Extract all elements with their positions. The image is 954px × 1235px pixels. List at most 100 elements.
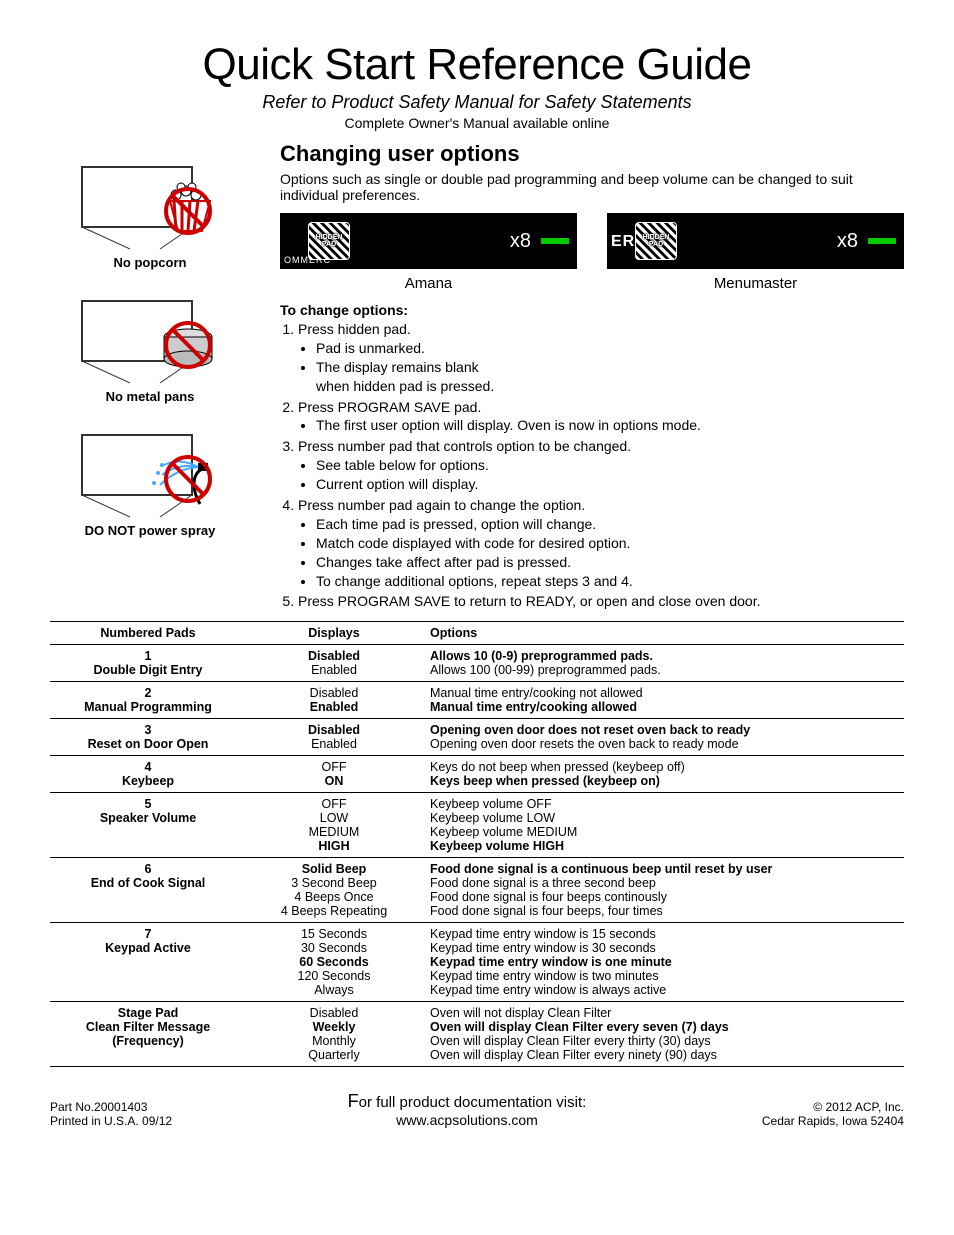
cell-displays: DisabledWeeklyMonthlyQuarterly: [246, 1002, 422, 1067]
footer-center: For full product documentation visit: ww…: [348, 1091, 587, 1128]
pad-number: 7: [145, 927, 152, 941]
pad-number: 3: [145, 723, 152, 737]
cell-options: Keybeep volume OFFKeybeep volume LOWKeyb…: [422, 793, 904, 858]
cell-options: Allows 10 (0-9) preprogrammed pads.Allow…: [422, 645, 904, 682]
pad-name: Keypad Active: [58, 941, 238, 955]
cell-pad: 7Keypad Active: [50, 923, 246, 1002]
cell-pad: 4Keybeep: [50, 756, 246, 793]
pad-number: Stage Pad: [118, 1006, 178, 1020]
step-item: Press number pad again to change the opt…: [298, 496, 904, 590]
table-row: Stage PadClean Filter Message (Frequency…: [50, 1002, 904, 1067]
display-value: 120 Seconds: [254, 969, 414, 983]
option-value: Keybeep volume LOW: [430, 811, 896, 825]
step-subitem: Match code displayed with code for desir…: [316, 534, 904, 553]
page-title: Quick Start Reference Guide: [50, 40, 904, 90]
panel-amana: OMMERC HIDDEN PAD x8: [280, 213, 577, 269]
website-url: www.acpsolutions.com: [348, 1112, 587, 1128]
warning-icon: [80, 429, 220, 519]
main-content: Changing user options Options such as si…: [280, 141, 904, 617]
panel-labels: Amana Menumaster: [280, 275, 904, 292]
print-info: Printed in U.S.A. 09/12: [50, 1114, 172, 1128]
step-subitem: The display remains blank: [316, 358, 904, 377]
table-row: 3Reset on Door OpenDisabledEnabledOpenin…: [50, 719, 904, 756]
option-value: Oven will display Clean Filter every thi…: [430, 1034, 896, 1048]
cell-options: Keypad time entry window is 15 secondsKe…: [422, 923, 904, 1002]
display-value: 15 Seconds: [254, 927, 414, 941]
option-value: Keypad time entry window is two minutes: [430, 969, 896, 983]
steps-heading: To change options:: [280, 302, 904, 318]
display-value: Always: [254, 983, 414, 997]
warning-column: No popcornNo metal pansDO NOT power spra…: [50, 141, 250, 563]
led-icon: [541, 238, 569, 244]
footer: Part No.20001403 Printed in U.S.A. 09/12…: [50, 1091, 904, 1128]
display-value: 3 Second Beep: [254, 876, 414, 890]
table-row: 4KeybeepOFFON Keys do not beep when press…: [50, 756, 904, 793]
step-text: Press number pad that controls option to…: [298, 438, 631, 454]
pad-name: Manual Programming: [58, 700, 238, 714]
cell-options: Opening oven door does not reset oven ba…: [422, 719, 904, 756]
cell-pad: 2Manual Programming: [50, 682, 246, 719]
display-value: 4 Beeps Repeating: [254, 904, 414, 918]
option-value: Keybeep volume MEDIUM: [430, 825, 896, 839]
footer-right: © 2012 ACP, Inc. Cedar Rapids, Iowa 5240…: [762, 1100, 904, 1128]
warning-label: No metal pans: [50, 389, 250, 404]
display-value: Disabled: [254, 649, 414, 663]
cell-displays: DisabledEnabled: [246, 719, 422, 756]
pad-number: 4: [145, 760, 152, 774]
option-value: Keypad time entry window is 30 seconds: [430, 941, 896, 955]
section-intro: Options such as single or double pad pro…: [280, 171, 904, 203]
cell-displays: 15 Seconds30 Seconds60 Seconds120 Second…: [246, 923, 422, 1002]
display-value: Enabled: [254, 737, 414, 751]
option-value: Keypad time entry window is one minute: [430, 955, 896, 969]
warning-block: No metal pans: [50, 295, 250, 404]
steps-list: Press hidden pad.Pad is unmarked.The dis…: [298, 320, 904, 611]
col-header-displays: Displays: [246, 622, 422, 645]
step-text: Press number pad again to change the opt…: [298, 497, 585, 513]
display-value: 30 Seconds: [254, 941, 414, 955]
option-value: Keys do not beep when pressed (keybeep o…: [430, 760, 896, 774]
option-value: Food done signal is a three second beep: [430, 876, 896, 890]
cell-displays: OFFON: [246, 756, 422, 793]
display-value: Monthly: [254, 1034, 414, 1048]
pad-name: End of Cook Signal: [58, 876, 238, 890]
option-value: Manual time entry/cooking not allowed: [430, 686, 896, 700]
panel-label-amana: Amana: [280, 275, 577, 292]
cell-pad: 1Double Digit Entry: [50, 645, 246, 682]
step-subitem: The first user option will display. Oven…: [316, 416, 904, 435]
cell-options: Food done signal is a continuous beep un…: [422, 858, 904, 923]
step-subitem: To change additional options, repeat ste…: [316, 572, 904, 591]
display-value: Quarterly: [254, 1048, 414, 1062]
step-subitem: Each time pad is pressed, option will ch…: [316, 515, 904, 534]
display-value: Disabled: [254, 1006, 414, 1020]
cell-pad: 3Reset on Door Open: [50, 719, 246, 756]
pad-name: Speaker Volume: [58, 811, 238, 825]
pad-number: 1: [145, 649, 152, 663]
copyright: © 2012 ACP, Inc.: [762, 1100, 904, 1114]
part-number: Part No.20001403: [50, 1100, 172, 1114]
hidden-pad-icon: HIDDEN PAD: [635, 222, 677, 260]
pad-number: 5: [145, 797, 152, 811]
option-value: Keypad time entry window is 15 seconds: [430, 927, 896, 941]
address: Cedar Rapids, Iowa 52404: [762, 1114, 904, 1128]
step-text: Press PROGRAM SAVE pad.: [298, 399, 481, 415]
step-subitem: Pad is unmarked.: [316, 339, 904, 358]
panel-label-menumaster: Menumaster: [607, 275, 904, 292]
step-sublist: Each time pad is pressed, option will ch…: [316, 515, 904, 591]
step-item: Press PROGRAM SAVE pad.The first user op…: [298, 398, 904, 436]
option-value: Manual time entry/cooking allowed: [430, 700, 896, 714]
display-value: Solid Beep: [254, 862, 414, 876]
table-row: 5Speaker VolumeOFFLOWMEDIUMHIGHKeybeep v…: [50, 793, 904, 858]
x8-label: x8: [510, 230, 531, 253]
options-table: Numbered Pads Displays Options 1Double D…: [50, 621, 904, 1067]
option-value: Oven will display Clean Filter every nin…: [430, 1048, 896, 1062]
table-row: 7Keypad Active15 Seconds30 Seconds60 Sec…: [50, 923, 904, 1002]
subtitle-italic: Refer to Product Safety Manual for Safet…: [50, 92, 904, 113]
display-value: LOW: [254, 811, 414, 825]
hidden-pad-label: HIDDEN PAD: [636, 223, 676, 259]
col-header-pads: Numbered Pads: [50, 622, 246, 645]
step-item: Press PROGRAM SAVE to return to READY, o…: [298, 592, 904, 611]
display-value: HIGH: [254, 839, 414, 853]
cell-options: Manual time entry/cooking not allowedMan…: [422, 682, 904, 719]
display-value: OFF: [254, 760, 414, 774]
step-item: Press hidden pad.Pad is unmarked.The dis…: [298, 320, 904, 396]
